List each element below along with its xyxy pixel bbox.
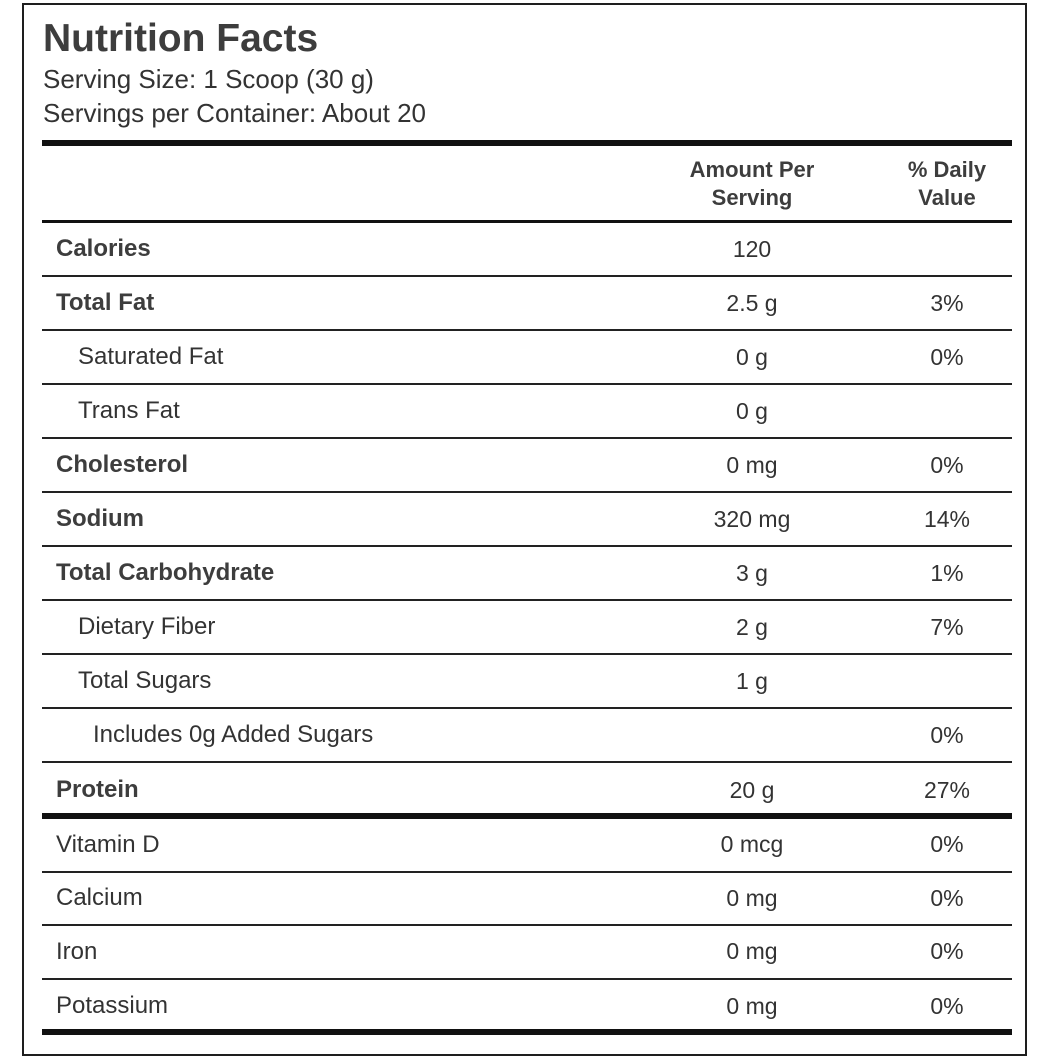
thick-divider-top bbox=[42, 140, 1012, 146]
nutrient-table: Calories 120 Total Fat 2.5 g 3% Saturate… bbox=[42, 223, 1012, 817]
nutrient-name: Saturated Fat bbox=[78, 343, 224, 370]
nutrient-amount: 3 g bbox=[736, 559, 768, 586]
nutrient-row-calcium: Calcium 0 mg 0% bbox=[42, 873, 1012, 926]
nutrient-name: Dietary Fiber bbox=[78, 613, 216, 640]
label-title: Nutrition Facts bbox=[43, 17, 319, 60]
servings-per-container: Servings per Container: About 20 bbox=[43, 98, 427, 128]
nutrient-row-protein: Protein 20 g 27% bbox=[42, 763, 1012, 817]
vitamins-minerals-table: Vitamin D 0 mcg 0% Calcium 0 mg 0% Iron … bbox=[42, 819, 1012, 1033]
nutrient-name: Potassium bbox=[56, 992, 169, 1020]
nutrient-row-total-carbohydrate: Total Carbohydrate 3 g 1% bbox=[42, 547, 1012, 601]
nutrient-name: Vitamin D bbox=[56, 830, 160, 858]
nutrient-daily-value: 0% bbox=[930, 451, 964, 478]
nutrient-row-total-fat: Total Fat 2.5 g 3% bbox=[42, 277, 1012, 331]
nutrient-row-added-sugars: Includes 0g Added Sugars 0% bbox=[42, 709, 1012, 763]
nutrient-name: Cholesterol bbox=[56, 451, 189, 478]
column-header-amount: Amount Per Serving bbox=[662, 156, 842, 212]
nutrient-amount: 120 bbox=[732, 235, 772, 262]
column-header-amount-line2: Serving bbox=[711, 185, 793, 210]
nutrient-amount: 1 g bbox=[736, 667, 768, 694]
serving-size: Serving Size: 1 Scoop (30 g) bbox=[43, 64, 374, 94]
nutrient-row-vitamin-d: Vitamin D 0 mcg 0% bbox=[42, 819, 1012, 873]
nutrient-amount: 2 g bbox=[736, 613, 768, 640]
nutrient-row-trans-fat: Trans Fat 0 g bbox=[42, 385, 1012, 439]
nutrient-daily-value: 27% bbox=[923, 776, 971, 803]
nutrient-daily-value: 0% bbox=[930, 992, 964, 1019]
nutrient-name: Total Carbohydrate bbox=[56, 559, 275, 586]
nutrient-amount: 0 mcg bbox=[720, 831, 784, 858]
nutrient-amount: 2.5 g bbox=[726, 289, 778, 316]
nutrient-daily-value bbox=[872, 655, 1022, 707]
thick-divider-vitamins bbox=[42, 813, 1012, 819]
column-header-daily-value-line1: % Daily bbox=[907, 157, 987, 182]
nutrient-daily-value: 0% bbox=[930, 343, 964, 370]
nutrient-daily-value: 3% bbox=[930, 289, 964, 316]
nutrient-daily-value bbox=[872, 223, 1022, 275]
nutrient-row-calories: Calories 120 bbox=[42, 223, 1012, 277]
nutrient-name: Sodium bbox=[56, 505, 144, 532]
nutrient-daily-value: 0% bbox=[930, 884, 964, 911]
nutrient-row-total-sugars: Total Sugars 1 g bbox=[42, 655, 1012, 709]
nutrient-amount: 320 mg bbox=[713, 505, 791, 532]
nutrient-amount: 20 g bbox=[729, 776, 775, 803]
nutrition-facts-label: Nutrition Facts Serving Size: 1 Scoop (3… bbox=[22, 3, 1027, 1056]
nutrient-amount bbox=[662, 709, 842, 761]
nutrient-daily-value: 14% bbox=[923, 505, 971, 532]
nutrient-daily-value: 7% bbox=[930, 613, 964, 640]
column-header-daily-value: % Daily Value bbox=[872, 156, 1022, 212]
nutrient-amount: 0 mg bbox=[726, 884, 778, 911]
nutrient-amount: 0 mg bbox=[726, 938, 778, 965]
column-header-daily-value-line2: Value bbox=[918, 185, 976, 210]
nutrient-row-saturated-fat: Saturated Fat 0 g 0% bbox=[42, 331, 1012, 385]
nutrient-name: Includes 0g Added Sugars bbox=[93, 721, 374, 748]
nutrient-amount: 0 mg bbox=[726, 992, 778, 1019]
column-header-row: Amount Per Serving % Daily Value bbox=[42, 146, 1012, 223]
nutrient-row-potassium: Potassium 0 mg 0% bbox=[42, 980, 1012, 1034]
nutrient-row-dietary-fiber: Dietary Fiber 2 g 7% bbox=[42, 601, 1012, 655]
nutrient-name: Protein bbox=[56, 776, 139, 803]
nutrient-daily-value: 0% bbox=[930, 721, 964, 748]
nutrient-daily-value bbox=[872, 385, 1022, 437]
column-header-amount-line1: Amount Per bbox=[689, 157, 815, 182]
nutrient-amount: 0 g bbox=[736, 343, 768, 370]
nutrient-row-sodium: Sodium 320 mg 14% bbox=[42, 493, 1012, 547]
nutrient-name: Trans Fat bbox=[78, 397, 180, 424]
nutrient-name: Iron bbox=[56, 937, 98, 965]
nutrient-row-cholesterol: Cholesterol 0 mg 0% bbox=[42, 439, 1012, 493]
nutrient-name: Calories bbox=[56, 235, 151, 262]
nutrient-name: Total Fat bbox=[56, 289, 155, 316]
nutrient-row-iron: Iron 0 mg 0% bbox=[42, 926, 1012, 980]
nutrient-amount: 0 mg bbox=[726, 451, 778, 478]
nutrient-daily-value: 1% bbox=[930, 559, 964, 586]
nutrient-daily-value: 0% bbox=[930, 831, 964, 858]
nutrient-name: Total Sugars bbox=[78, 667, 212, 694]
nutrient-amount: 0 g bbox=[736, 397, 768, 424]
nutrient-daily-value: 0% bbox=[930, 938, 964, 965]
nutrient-name: Calcium bbox=[56, 884, 143, 912]
thick-divider-bottom bbox=[42, 1029, 1012, 1035]
